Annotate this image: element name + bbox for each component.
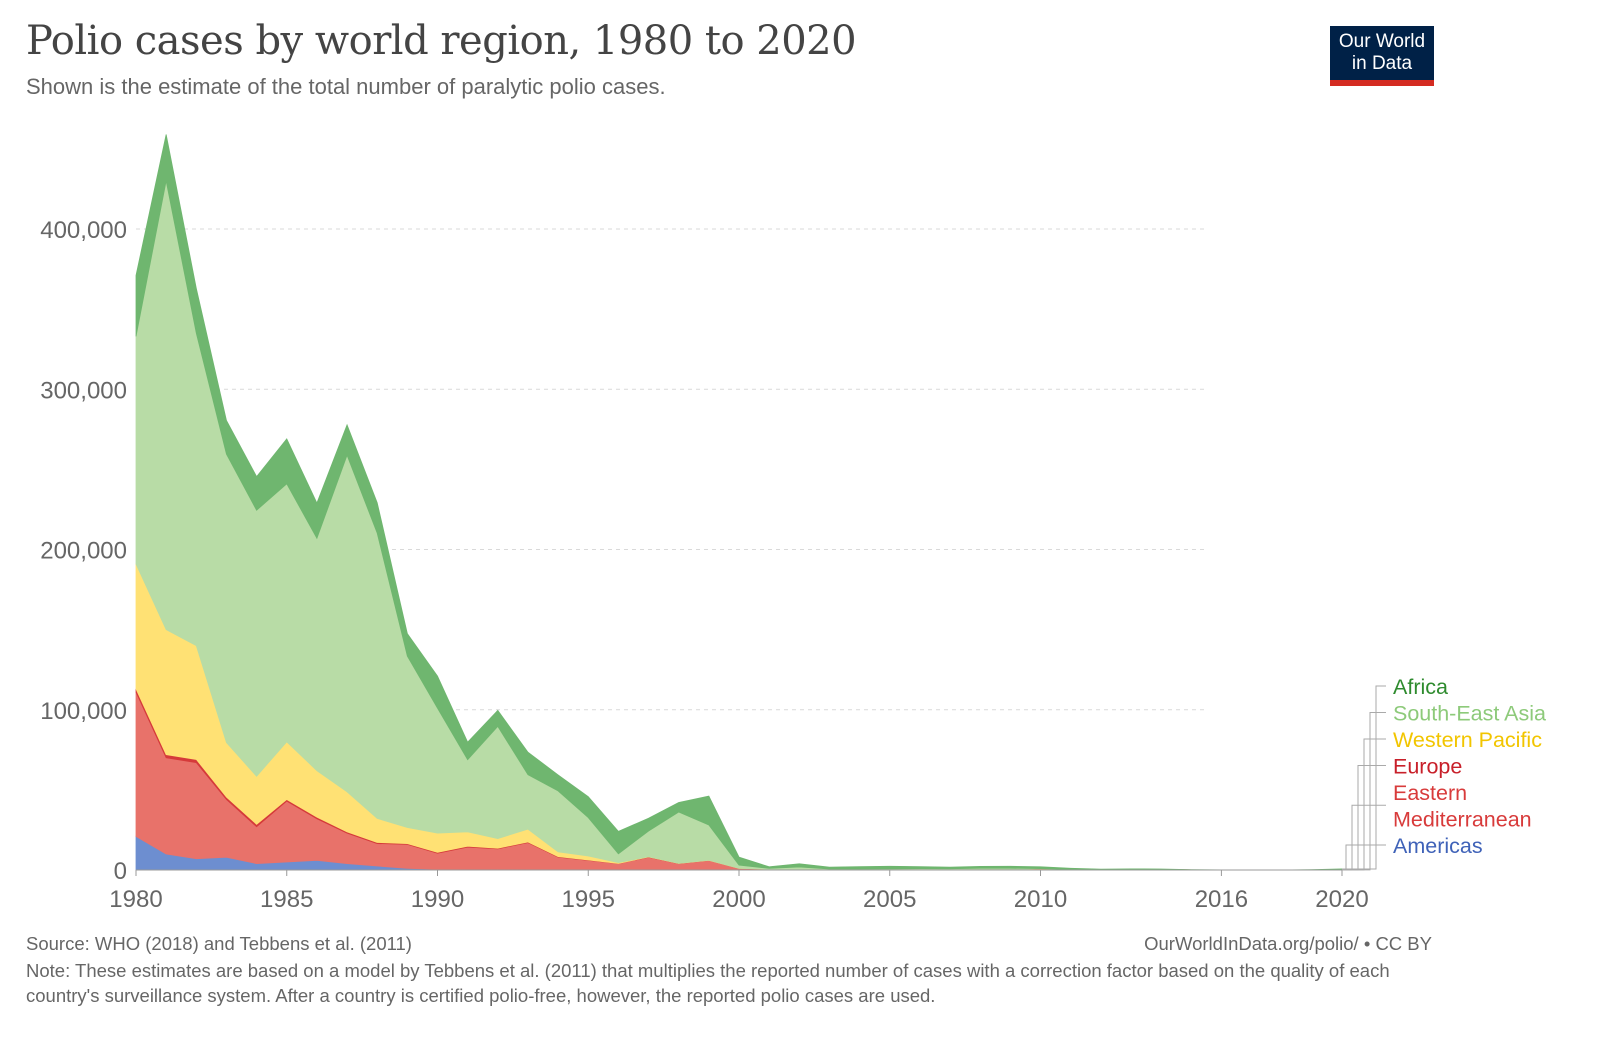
x-tick-label: 1990: [411, 886, 464, 913]
chart-subtitle: Shown is the estimate of the total numbe…: [26, 74, 666, 99]
legend-label: Americas: [1393, 834, 1483, 858]
x-tick-label: 1985: [260, 886, 313, 913]
x-tick-label: 2016: [1195, 886, 1248, 913]
legend-connector: [1342, 844, 1386, 871]
x-tick-label: 2010: [1014, 886, 1067, 913]
legend-item-europe[interactable]: Europe: [1342, 755, 1462, 871]
legend-item-eastern-mediterranean[interactable]: Eastern Mediterranean: [1342, 781, 1532, 871]
legend-connector: [1342, 685, 1386, 870]
logo-line-1: Our World: [1338, 31, 1426, 52]
y-tick-label: 400,000: [40, 217, 127, 244]
logo-line-2: in Data: [1351, 53, 1413, 74]
legend-label: Eastern Mediterranean: [1393, 781, 1532, 832]
source-text: Source: WHO (2018) and Tebbens et al. (2…: [26, 933, 412, 954]
stacked-area-chart: 0 100,000 200,000 300,000 400,000 1980 1985 199…: [40, 134, 1546, 913]
legend-connector: [1342, 738, 1386, 871]
y-tick-label: 200,000: [40, 538, 127, 565]
legend-connector: [1342, 804, 1386, 871]
axes: 0 100,000 200,000 300,000 400,000 1980 1985 199…: [40, 217, 1368, 913]
series-areas: [135, 134, 1343, 871]
legend-item-western-pacific[interactable]: Western Pacific: [1342, 728, 1542, 871]
chart-title: Polio cases by world region, 1980 to 202…: [26, 18, 857, 64]
legend-label: Europe: [1393, 755, 1462, 779]
our-world-in-data-logo[interactable]: Our World in Data: [1330, 26, 1434, 86]
legend-label: Africa: [1393, 675, 1448, 699]
x-tick-label: 2020: [1315, 886, 1368, 913]
legend-item-south-east-asia[interactable]: South-East Asia: [1342, 702, 1546, 871]
legend-item-africa[interactable]: Africa: [1342, 675, 1448, 870]
y-tick-label: 100,000: [40, 698, 127, 725]
y-tick-label: 0: [114, 858, 127, 885]
x-tick-label: 2000: [712, 886, 765, 913]
x-tick-label: 1980: [109, 886, 162, 913]
x-tick-label: 1995: [562, 886, 615, 913]
source-link[interactable]: OurWorldInData.org/polio/ • CC BY: [1144, 933, 1432, 954]
x-tick-label: 2005: [863, 886, 916, 913]
legend-item-americas[interactable]: Americas: [1342, 834, 1483, 871]
note-text: Note: These estimates are based on a mod…: [26, 960, 1390, 1006]
y-tick-label: 300,000: [40, 377, 127, 404]
legend-label: South-East Asia: [1393, 702, 1546, 726]
legend-label: Western Pacific: [1393, 728, 1542, 752]
